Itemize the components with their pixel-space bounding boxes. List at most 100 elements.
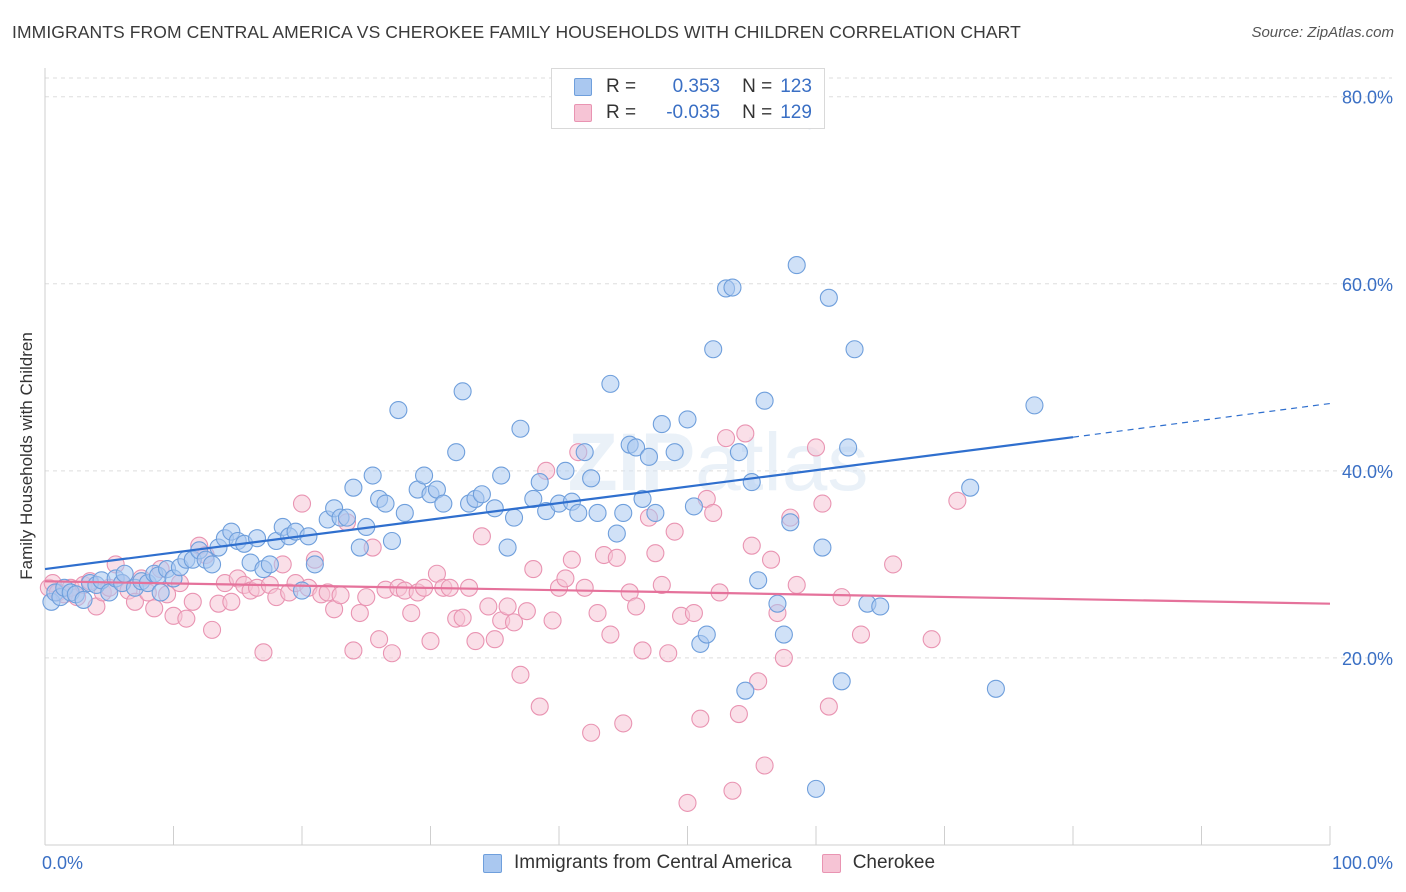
x-tick-label-max: 100.0% — [1332, 853, 1393, 873]
central-america-point — [492, 466, 511, 485]
axes — [44, 68, 1331, 846]
x-tick-label-min: 0.0% — [42, 853, 83, 873]
central-america-point — [607, 524, 626, 543]
central-america-point — [485, 499, 504, 518]
cherokee-point — [787, 575, 806, 595]
legend-row-central-america: R = 0.353 N = 123 — [574, 75, 812, 99]
central-america-point — [511, 419, 530, 438]
cherokee-point — [453, 608, 472, 627]
central-america-point — [704, 340, 723, 359]
cherokee-point — [575, 578, 594, 597]
central-america-point — [781, 513, 800, 532]
central-america-point — [678, 410, 697, 429]
cherokee-point — [614, 714, 633, 733]
correlation-legend: R = 0.353 N = 123 R = -0.035 N = 129 — [551, 68, 825, 129]
central-america-point — [453, 382, 472, 401]
series-legend-cherokee: Cherokee — [821, 852, 936, 874]
cherokee-point — [729, 704, 748, 724]
central-america-point — [723, 278, 742, 297]
central-america-point — [530, 473, 549, 492]
central-america-point — [582, 469, 601, 488]
central-america-point — [684, 497, 703, 516]
central-america-point — [575, 443, 594, 462]
series-legend-central-america: Immigrants from Central America — [483, 852, 792, 874]
chart-title: IMMIGRANTS FROM CENTRAL AMERICA VS CHERO… — [12, 22, 1021, 42]
central-america-point — [697, 625, 716, 644]
central-america-point — [472, 485, 491, 504]
central-america-point — [768, 594, 787, 613]
legend-r-label: R = — [606, 102, 637, 123]
watermark: ZIPatlas — [568, 417, 869, 508]
central-america-point — [350, 538, 369, 557]
central-america-point — [363, 466, 382, 485]
cherokee-point — [511, 665, 530, 684]
cherokee-point — [774, 648, 793, 667]
central-america-point — [845, 340, 864, 359]
cherokee-point — [736, 424, 755, 443]
cherokee-point — [761, 550, 781, 569]
cherokee-point — [884, 555, 903, 574]
legend-n-value: 129 — [780, 102, 812, 123]
central-america-point — [749, 571, 768, 590]
cherokee-point — [485, 630, 504, 649]
series-label-cherokee: Cherokee — [852, 852, 936, 873]
central-america-point — [665, 443, 684, 462]
series-legend: Immigrants from Central America Cherokee — [483, 852, 965, 874]
cherokee-point — [203, 620, 222, 639]
central-america-point — [395, 503, 414, 522]
central-america-trend-line — [44, 436, 1074, 571]
central-america-point — [614, 503, 633, 522]
legend-r-value: -0.035 — [666, 102, 721, 123]
cherokee-point — [517, 602, 536, 621]
cherokee-point — [723, 781, 742, 800]
cherokee-point — [922, 630, 941, 649]
cherokee-point — [421, 632, 440, 651]
central-america-points — [42, 111, 1044, 798]
cherokee-point — [472, 527, 491, 546]
cherokee-point — [665, 522, 684, 541]
cherokee-point — [466, 632, 485, 651]
series-swatch-blue — [483, 853, 502, 873]
cherokee-point — [813, 494, 832, 513]
cherokee-point — [370, 630, 389, 649]
y-tick-label: 20.0% — [1342, 649, 1393, 669]
cherokee-point — [382, 644, 402, 663]
cherokee-point — [543, 611, 562, 630]
cherokee-point — [684, 603, 703, 623]
cherokee-point — [659, 644, 678, 663]
grid — [45, 77, 1392, 659]
central-america-point — [736, 681, 755, 700]
central-america-point — [819, 288, 838, 307]
cherokee-point — [524, 560, 543, 579]
cherokee-point — [556, 569, 575, 588]
y-tick-label: 40.0% — [1342, 462, 1393, 482]
legend-row-cherokee: R = -0.035 N = 129 — [574, 101, 812, 125]
central-america-point — [1025, 396, 1044, 415]
cherokee-point — [832, 588, 851, 607]
central-america-point — [986, 679, 1005, 698]
central-america-point — [588, 503, 607, 522]
cherokee-point — [331, 586, 350, 605]
legend-r-value: 0.353 — [672, 76, 721, 97]
central-america-point — [389, 401, 408, 420]
central-america-point — [305, 555, 324, 574]
cherokee-point — [530, 697, 549, 716]
cherokee-point — [851, 625, 871, 644]
central-america-point — [601, 374, 620, 393]
cherokee-point — [633, 641, 652, 660]
cherokee-point — [344, 641, 363, 660]
central-america-point — [260, 555, 279, 574]
cherokee-point — [498, 597, 517, 616]
central-america-point — [447, 443, 466, 462]
y-tick-label: 60.0% — [1342, 275, 1393, 295]
cherokee-point — [601, 625, 620, 644]
cherokee-point — [691, 709, 710, 728]
central-america-point — [376, 494, 395, 513]
cherokee-trend-line — [44, 580, 1331, 605]
central-america-point — [203, 555, 222, 574]
central-america-point — [813, 538, 832, 557]
cherokee-point — [627, 597, 646, 616]
cherokee-point — [254, 643, 273, 662]
series-swatch-pink — [821, 853, 841, 873]
cherokee-point — [806, 438, 826, 457]
